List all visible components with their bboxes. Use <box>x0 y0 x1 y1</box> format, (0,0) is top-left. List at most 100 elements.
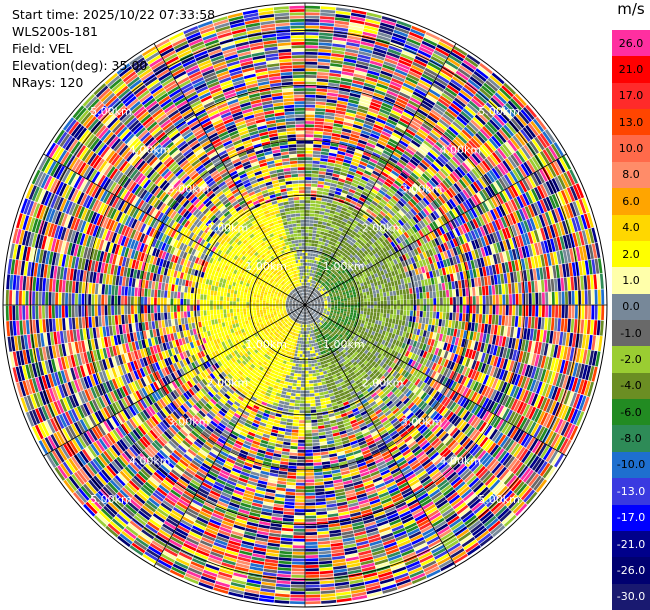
velocity-gate <box>378 237 384 243</box>
velocity-gate <box>549 330 554 344</box>
velocity-gate <box>454 227 461 237</box>
velocity-gate <box>406 229 413 237</box>
velocity-gate <box>431 239 437 248</box>
velocity-gate <box>402 331 407 338</box>
velocity-gate <box>422 317 426 324</box>
velocity-gate <box>458 178 467 189</box>
velocity-gate <box>409 97 422 105</box>
velocity-gate <box>413 183 421 191</box>
velocity-gate <box>330 310 334 313</box>
velocity-gate <box>374 357 380 363</box>
velocity-gate <box>371 54 385 61</box>
velocity-gate <box>564 305 568 319</box>
velocity-gate <box>504 188 513 200</box>
velocity-gate <box>562 439 572 455</box>
velocity-gate <box>311 276 314 280</box>
velocity-gate <box>545 196 554 210</box>
velocity-gate <box>336 154 345 159</box>
velocity-gate <box>380 334 385 340</box>
velocity-gate <box>312 256 315 260</box>
velocity-gate <box>326 269 330 273</box>
velocity-gate <box>458 113 470 124</box>
velocity-gate <box>431 255 436 263</box>
velocity-gate <box>338 144 348 149</box>
velocity-gate <box>471 250 477 260</box>
velocity-gate <box>356 281 360 285</box>
velocity-gate <box>542 446 553 461</box>
velocity-gate <box>376 204 384 211</box>
velocity-gate <box>380 234 387 241</box>
velocity-gate <box>352 155 362 161</box>
velocity-gate <box>497 325 501 336</box>
velocity-gate <box>457 407 465 417</box>
velocity-gate <box>518 316 522 328</box>
velocity-gate <box>339 293 343 296</box>
velocity-gate <box>413 114 425 123</box>
velocity-gate <box>311 283 313 287</box>
velocity-gate <box>311 236 316 240</box>
velocity-gate <box>329 186 337 191</box>
velocity-gate <box>314 127 324 132</box>
velocity-gate <box>514 259 520 272</box>
velocity-gate <box>477 130 488 142</box>
velocity-gate <box>514 236 521 248</box>
velocity-gate <box>455 345 461 355</box>
velocity-gate <box>370 294 374 298</box>
velocity-gate <box>405 332 410 339</box>
velocity-gate <box>312 297 316 300</box>
velocity-gate <box>358 101 370 108</box>
velocity-gate <box>306 295 307 299</box>
velocity-gate <box>443 250 449 259</box>
velocity-gate <box>424 234 431 242</box>
velocity-gate <box>308 302 311 304</box>
velocity-gate <box>495 368 502 379</box>
velocity-gate <box>355 188 363 194</box>
velocity-gate <box>367 301 371 305</box>
velocity-gate <box>489 305 493 315</box>
velocity-gate <box>486 156 497 168</box>
velocity-gate <box>422 218 429 226</box>
velocity-gate <box>429 190 438 199</box>
velocity-gate <box>479 226 486 237</box>
velocity-gate <box>502 347 508 359</box>
velocity-gate <box>425 137 435 146</box>
velocity-gate <box>456 166 466 177</box>
velocity-gate <box>323 370 328 375</box>
velocity-gate <box>403 108 415 117</box>
velocity-gate <box>349 325 353 329</box>
velocity-gate <box>474 432 484 444</box>
velocity-gate <box>507 156 517 169</box>
velocity-gate <box>570 276 575 291</box>
velocity-gate <box>399 376 406 384</box>
velocity-gate <box>325 257 329 261</box>
velocity-gate <box>486 295 489 305</box>
velocity-gate <box>377 305 381 309</box>
velocity-gate <box>594 305 598 320</box>
velocity-gate <box>340 171 348 177</box>
velocity-gate <box>441 319 446 327</box>
velocity-gate <box>425 367 431 376</box>
velocity-gate <box>561 291 565 305</box>
velocity-gate <box>317 224 322 228</box>
velocity-gate <box>448 54 463 65</box>
velocity-gate <box>433 50 448 60</box>
velocity-gate <box>314 305 318 307</box>
velocity-gate <box>350 133 360 139</box>
velocity-gate <box>552 265 557 279</box>
velocity-gate <box>526 219 533 232</box>
velocity-gate <box>372 152 381 159</box>
velocity-gate <box>322 314 325 317</box>
velocity-gate <box>388 219 395 226</box>
velocity-gate <box>469 296 473 305</box>
velocity-gate <box>333 275 337 279</box>
velocity-gate <box>454 195 462 205</box>
velocity-gate <box>410 242 416 250</box>
velocity-gate <box>439 260 445 268</box>
velocity-gate <box>329 276 333 280</box>
velocity-gate <box>466 103 479 114</box>
velocity-gate <box>466 172 475 183</box>
velocity-gate <box>493 133 504 145</box>
velocity-gate <box>316 310 320 313</box>
velocity-gate <box>336 7 352 12</box>
velocity-gate <box>346 293 350 296</box>
